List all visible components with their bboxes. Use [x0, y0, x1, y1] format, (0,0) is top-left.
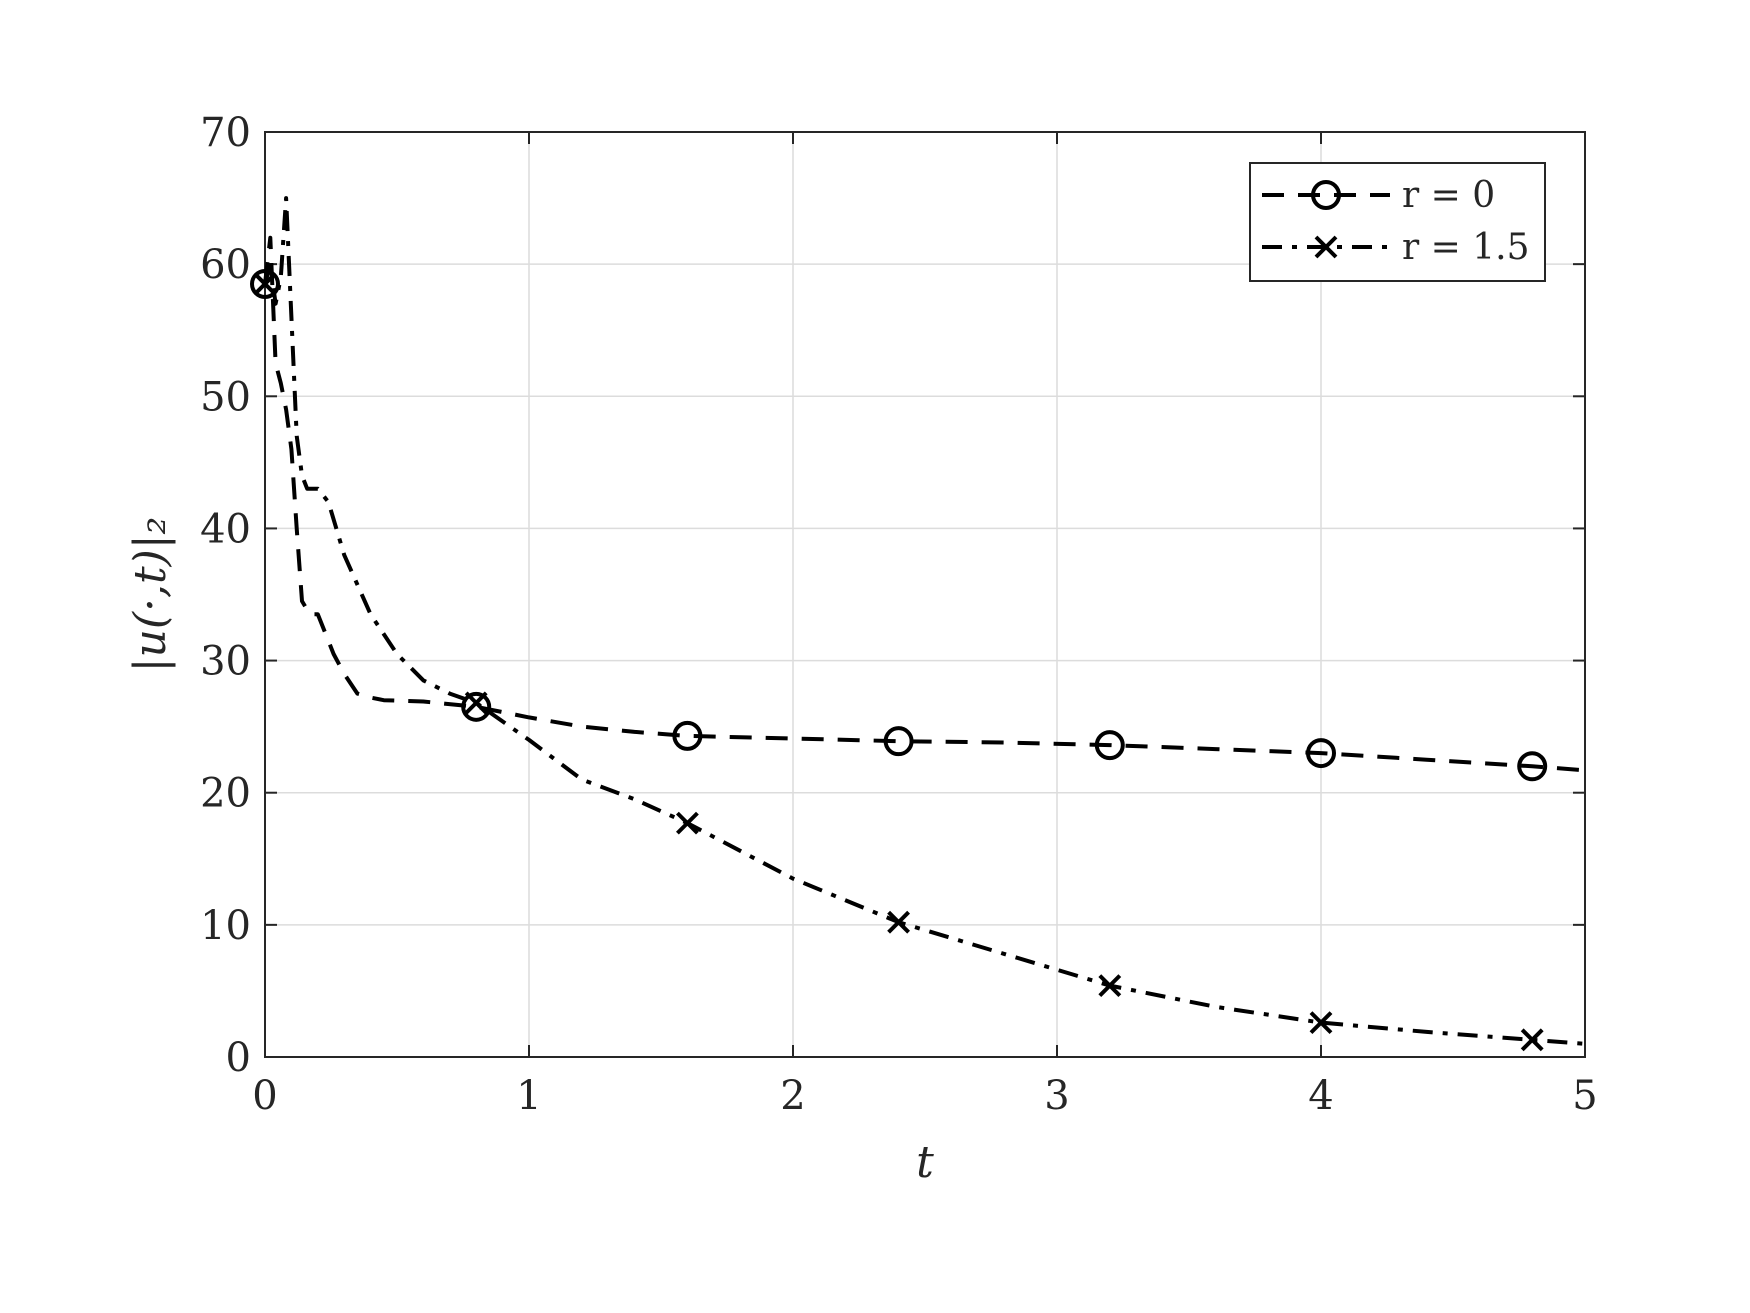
y-axis-label: |u(·,t)|₂	[125, 517, 176, 673]
series-1-marker-cross	[1520, 1028, 1544, 1052]
series-0-marker-circle	[250, 268, 280, 299]
series-0-marker-circle	[672, 720, 703, 751]
x-tick-label: 2	[780, 1073, 805, 1119]
legend-marker-1	[1314, 235, 1338, 259]
axes-frame	[264, 131, 1586, 1058]
x-tick-label: 4	[1308, 1073, 1333, 1119]
y-tick-label: 10	[200, 903, 251, 949]
series-1-marker-cross	[1309, 1011, 1333, 1035]
y-tick-label: 40	[200, 506, 251, 552]
x-tick-label: 3	[1044, 1073, 1069, 1119]
tick-marks	[264, 131, 1586, 1058]
y-tick-label: 20	[200, 771, 251, 817]
series-1-marker-cross	[1098, 974, 1122, 998]
legend-label-0: r = 0	[1402, 175, 1495, 216]
y-tick-label: 70	[200, 110, 251, 156]
series-0-marker-circle	[1517, 751, 1548, 782]
x-tick-label: 5	[1572, 1073, 1597, 1119]
x-tick-label: 0	[252, 1073, 277, 1119]
y-tick-label: 60	[200, 242, 251, 288]
plot-frame	[264, 131, 1586, 1058]
legend-marker-0	[1311, 180, 1341, 210]
series-0-marker-circle	[461, 691, 492, 722]
series-line-1	[263, 196, 1586, 1046]
x-tick-label: 1	[516, 1073, 541, 1119]
legend-box	[1249, 162, 1546, 282]
series-1-marker-cross	[464, 691, 488, 715]
series-0-marker-circle	[883, 726, 914, 757]
legend-label-1: r = 1.5	[1402, 227, 1530, 268]
series-group	[250, 196, 1586, 1052]
x-axis-label: t	[916, 1137, 934, 1188]
series-1-marker-cross	[887, 910, 911, 934]
legend: r = 0 r = 1.5	[1249, 162, 1546, 282]
series-1-marker-cross	[253, 272, 277, 296]
series-line-0	[263, 235, 1586, 773]
y-tick-label: 50	[200, 374, 251, 420]
series-0-marker-circle	[1094, 730, 1125, 761]
series-0-marker-circle	[1306, 738, 1336, 769]
y-tick-label: 0	[226, 1035, 251, 1081]
series-1-marker-cross	[675, 811, 699, 835]
y-tick-label: 30	[200, 639, 251, 685]
